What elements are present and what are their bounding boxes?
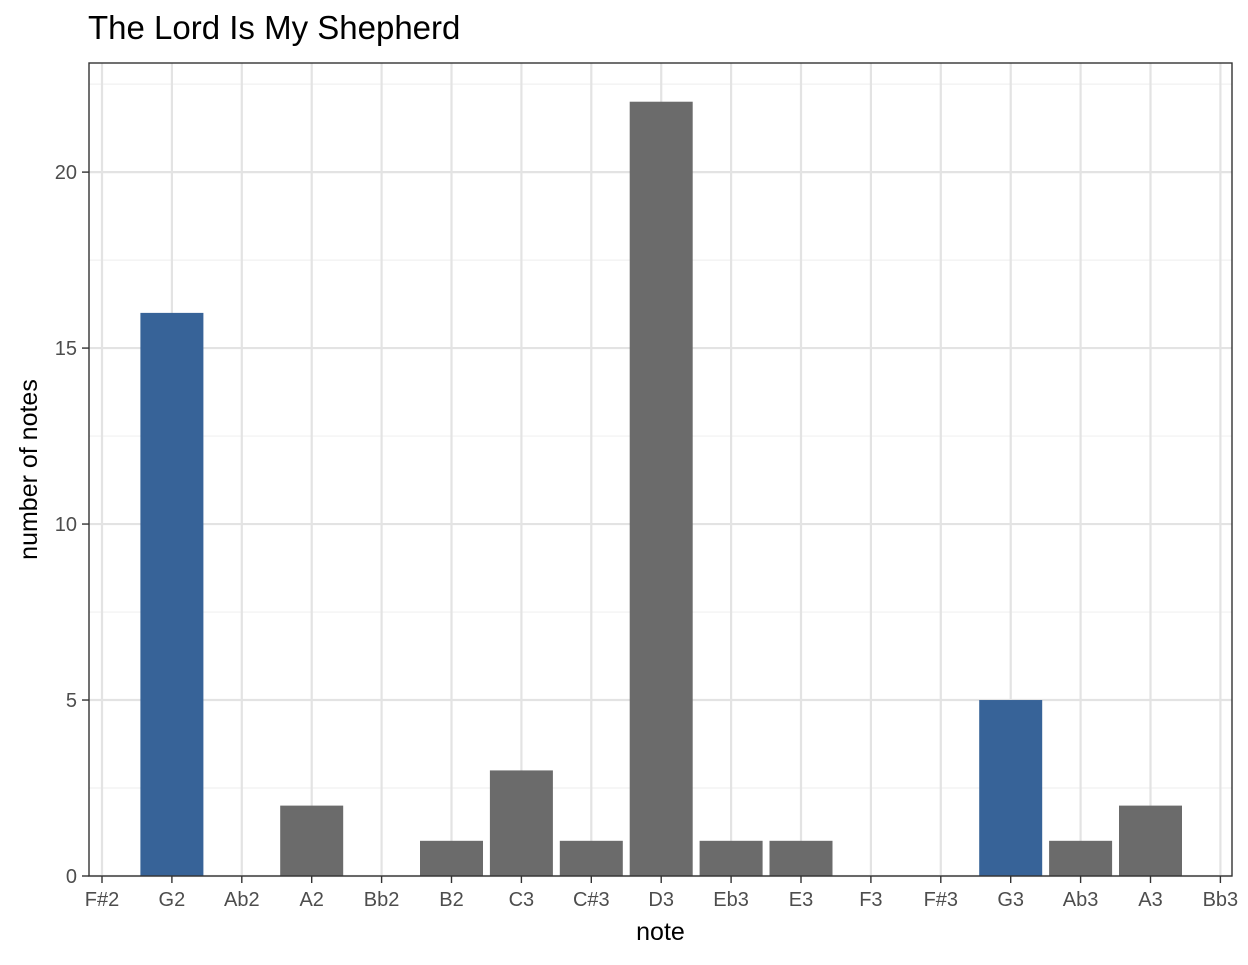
y-tick-label: 5 [66,690,77,712]
x-tick-label: G3 [997,889,1024,911]
x-tick-label: B2 [439,889,463,911]
x-tick-label: A2 [299,889,323,911]
x-tick-label: C3 [509,889,535,911]
bar-g2 [140,312,204,876]
y-axis-title: number of notes [15,379,43,560]
x-tick-label: Bb2 [364,889,400,911]
bar-a3 [1119,805,1182,876]
x-tick-label: F#2 [85,889,119,911]
bar-e3 [769,840,833,876]
x-tick-label: A3 [1138,889,1162,911]
y-tick-label: 10 [55,514,77,536]
bar-d3 [629,101,693,876]
y-tick-label: 15 [55,338,77,360]
bar-b2 [420,840,483,876]
y-tick-label: 20 [55,162,77,184]
chart-title: The Lord Is My Shepherd [88,9,461,46]
x-tick-label: C#3 [573,889,610,911]
x-tick-label: Eb3 [713,889,749,911]
x-tick-label: G2 [159,889,186,911]
y-tick-label: 0 [66,866,77,888]
x-axis-title: note [636,918,685,946]
x-tick-label: F#3 [924,889,958,911]
bar-g3 [979,700,1043,876]
x-tick-label: E3 [789,889,813,911]
x-tick-label: Ab2 [224,889,260,911]
bar-csharp3 [559,840,623,876]
x-tick-label: Ab3 [1063,889,1099,911]
x-tick-label: F3 [859,889,882,911]
bar-a2 [280,805,344,876]
bar-ab3 [1049,840,1113,876]
x-tick-label: Bb3 [1203,889,1239,911]
x-tick-label: D3 [648,889,674,911]
bar-c3 [489,770,553,876]
bar-eb3 [699,840,763,876]
